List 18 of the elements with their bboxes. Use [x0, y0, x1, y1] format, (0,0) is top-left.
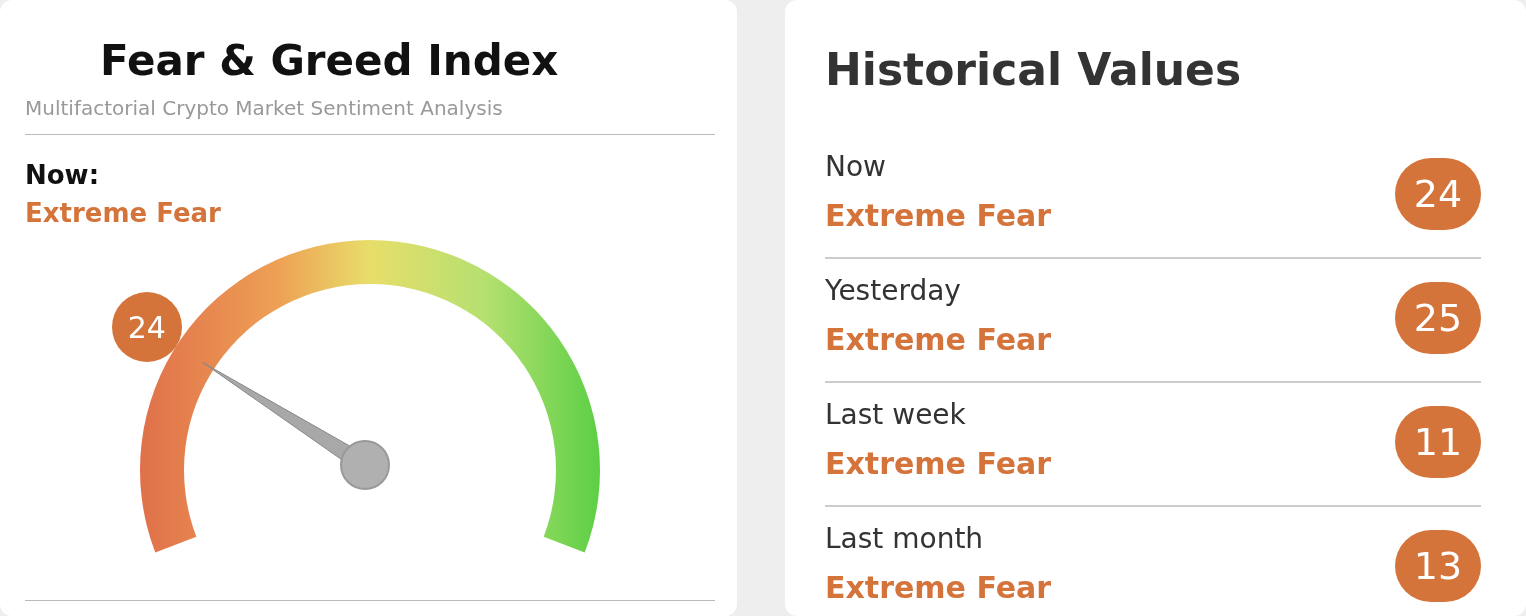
category-label: Yesterday: [825, 274, 961, 307]
category-label: Last week: [825, 398, 966, 431]
text: Now:: [25, 160, 100, 190]
text: Extreme Fear: [825, 570, 1052, 605]
data-label: 13: [1395, 530, 1481, 602]
data-label: 24: [1395, 158, 1481, 230]
text: Fear & Greed Index: [100, 36, 559, 85]
category-label: Now: [825, 150, 886, 183]
text: Historical Values: [825, 44, 1242, 95]
text: Extreme Fear: [25, 198, 221, 228]
data-label: 11: [1395, 406, 1481, 478]
category-label: Last month: [825, 522, 984, 555]
text: Extreme Fear: [825, 446, 1052, 481]
data-label: 24: [111, 292, 182, 363]
text: Multifactorial Crypto Market Sentiment Analysis: [25, 96, 503, 120]
text: Extreme Fear: [825, 198, 1052, 233]
data-label: 25: [1395, 282, 1481, 354]
text: Extreme Fear: [825, 322, 1052, 357]
